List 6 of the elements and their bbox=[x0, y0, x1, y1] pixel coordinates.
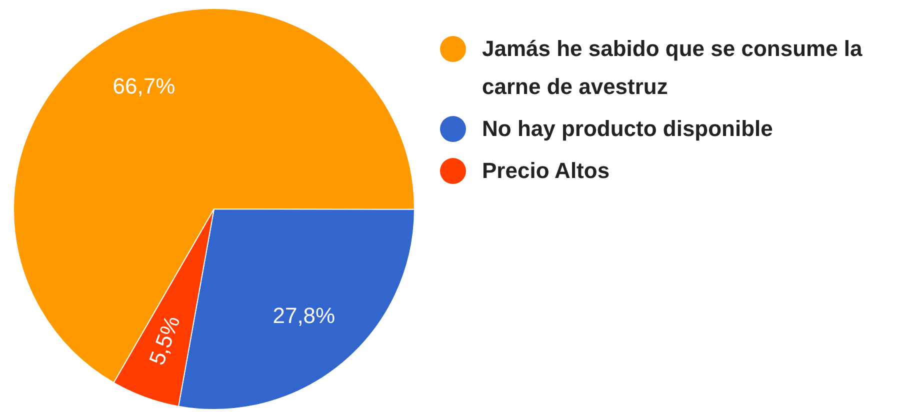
data-label: 27,8% bbox=[272, 302, 336, 328]
legend-label: Jamás he sabido que se consume la carne de avestruz bbox=[482, 35, 864, 101]
legend-label: Precio Altos bbox=[482, 157, 610, 185]
data-label: 5,5% bbox=[144, 312, 185, 368]
legend-label: No hay producto disponible bbox=[482, 115, 773, 143]
data-label: 66,7% bbox=[112, 73, 176, 98]
